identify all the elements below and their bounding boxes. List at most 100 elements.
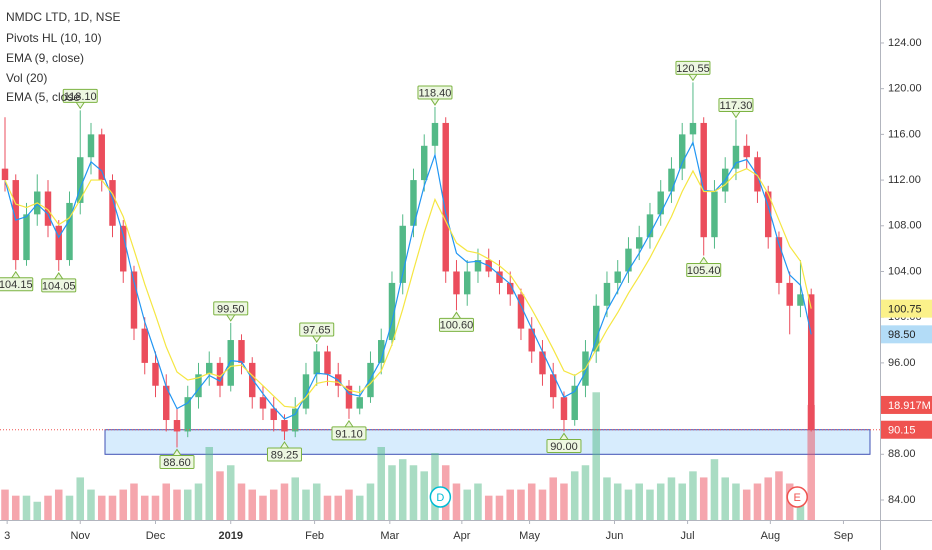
candle-body <box>302 374 310 409</box>
volume-bar <box>291 477 299 520</box>
candle-body <box>539 351 546 375</box>
volume-bar <box>409 465 418 520</box>
volume-bar <box>689 471 697 520</box>
candle-body <box>560 397 568 421</box>
pivot-label: 88.60 <box>163 457 191 469</box>
pivot-box <box>686 262 722 277</box>
volume-bar <box>119 489 128 520</box>
candle-body <box>259 397 267 409</box>
candle-body <box>635 237 643 249</box>
plot: 104.15 104.05 118.10 88.60 99.50 89.25 97.65 91… <box>0 60 880 520</box>
x-tick-label: Feb <box>305 530 324 542</box>
candle-body <box>367 362 374 398</box>
x-tick-label: Nov <box>70 530 90 542</box>
volume-bar <box>613 483 622 520</box>
indicator-label: Pivots HL (10, 10) <box>6 31 102 45</box>
pivot-label: 89.25 <box>271 449 299 461</box>
ema-line <box>4 167 812 409</box>
candle-body <box>87 134 95 158</box>
candle-body <box>163 385 170 421</box>
x-tick-label: May <box>519 530 540 542</box>
pivot-pointer <box>452 311 461 319</box>
volume-bar <box>226 465 235 520</box>
indicator-label: Vol (20) <box>6 71 47 85</box>
volume-bar <box>205 447 213 520</box>
y-tick-label: 104.00 <box>888 265 922 277</box>
pivot-pointer <box>172 448 182 456</box>
ema-last-label-bg <box>881 325 932 344</box>
pivot-label: 120.55 <box>676 63 710 75</box>
event-label: E <box>794 492 801 504</box>
volume-bar <box>710 459 719 520</box>
volume-bar <box>635 483 643 520</box>
candle-body <box>44 191 52 226</box>
legend: NMDC LTD, 1D, NSE Pivots HL (10, 10) EMA… <box>6 10 120 104</box>
y-tick-label: 112.00 <box>888 174 921 186</box>
volume-bar <box>323 495 332 520</box>
candle-body <box>77 157 84 203</box>
pivot-box <box>41 278 77 293</box>
volume-bar <box>742 489 751 520</box>
volume-bar <box>495 495 504 520</box>
volume-last-label: 18.917M <box>888 400 931 412</box>
candle-body <box>410 180 417 226</box>
volume-bar <box>527 483 536 520</box>
y-tick-label: 116.00 <box>888 128 921 140</box>
volume-bar <box>216 471 224 520</box>
candle-body <box>678 134 686 169</box>
volume-bar <box>33 501 42 520</box>
candle-body <box>324 351 331 375</box>
pivot-pointer <box>430 98 440 106</box>
volume-bar <box>732 483 740 520</box>
volume-bar <box>1 489 9 520</box>
candle-body <box>378 340 385 363</box>
candle-body <box>528 328 535 352</box>
volume-bar <box>87 489 95 520</box>
volume-bar <box>420 471 428 520</box>
x-tick-label: Jun <box>606 530 624 542</box>
volume-bar <box>753 483 762 520</box>
candle-body <box>292 408 299 432</box>
candle-body <box>700 122 707 238</box>
indicator-label: EMA (9, close) <box>6 51 84 65</box>
volume-bar <box>506 489 514 520</box>
volume-bar <box>592 392 600 520</box>
volume-bar <box>538 489 547 520</box>
volume-bar <box>581 465 590 520</box>
volume-bar <box>484 495 493 520</box>
pivot-pointer <box>226 314 236 322</box>
pivot-pointer <box>75 102 85 110</box>
volume-bar <box>130 483 138 520</box>
candle-body <box>732 145 740 169</box>
candle-body <box>496 271 503 283</box>
candle-body <box>506 282 514 295</box>
x-tick-label: 2019 <box>218 530 242 542</box>
volume-bar <box>44 495 52 520</box>
candle-body <box>657 191 664 215</box>
volume-bar <box>452 483 461 520</box>
volume-bar <box>280 483 289 520</box>
volume-bar <box>624 489 633 520</box>
candle-body <box>786 282 793 306</box>
support-zone <box>104 429 871 455</box>
candle-body <box>614 271 621 283</box>
candle-body <box>55 225 62 261</box>
pivot-box <box>213 301 249 316</box>
volume-bar <box>775 471 783 520</box>
y-tick-label: 88.00 <box>888 448 916 460</box>
pivot-pointer <box>54 272 64 280</box>
volume-bar <box>355 495 364 520</box>
volume-bar <box>173 489 181 520</box>
volume-bar <box>312 483 321 520</box>
x-tick-label: Apr <box>453 530 470 542</box>
ema-last-label: 98.50 <box>888 329 916 341</box>
pivot-box <box>266 447 302 462</box>
volume-bar <box>517 489 525 520</box>
candle-body <box>571 385 578 421</box>
candle-body <box>754 157 761 192</box>
pivot-pointer <box>688 74 698 82</box>
volume-bar <box>65 495 74 520</box>
pivot-box <box>331 426 367 441</box>
candle-body <box>689 122 697 135</box>
candle-body <box>807 294 815 430</box>
